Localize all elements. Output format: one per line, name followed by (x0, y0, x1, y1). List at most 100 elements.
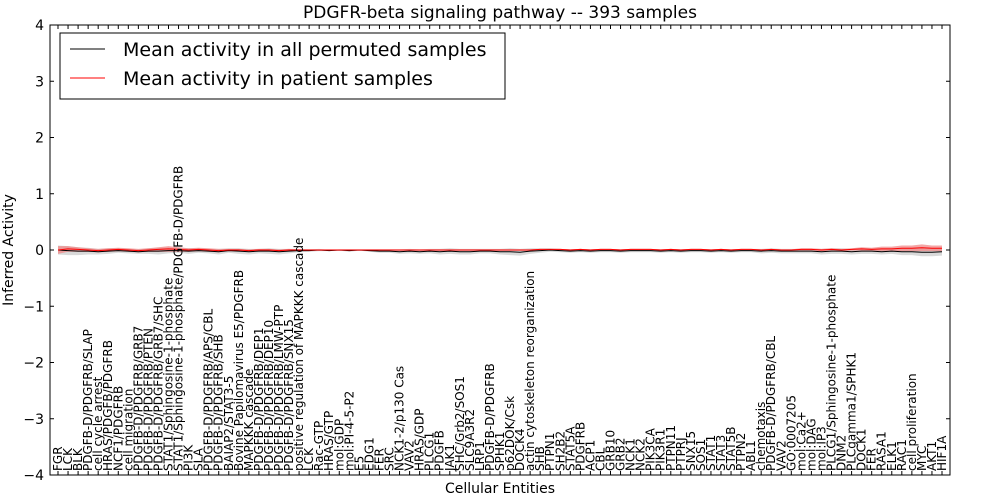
x-category-label: STAT1/Sphingosine-1-phosphate (162, 278, 176, 471)
x-category-label: HRAS/GDP (413, 408, 427, 471)
x-category-label: PDGFB-D/PDGFRB/SNX15 (282, 319, 296, 471)
x-category-label: JAK1 (443, 444, 457, 472)
x-category-label: ELK1 (885, 441, 899, 471)
x-category-label: E5 (352, 456, 366, 471)
x-category-label: PDGFB-D/PDGFRB/SHB (212, 334, 226, 471)
y-tick-label: −4 (23, 468, 44, 484)
x-category-label: LRP1 (473, 441, 487, 471)
y-tick-label: 2 (35, 131, 44, 147)
x-category-label: VAV2 (403, 440, 417, 471)
chart-title: PDGFR-beta signaling pathway -- 393 samp… (303, 3, 697, 23)
x-category-label: AKT1 (925, 441, 939, 471)
x-category-label: DOCK4 (513, 428, 527, 471)
legend-label-patient: Mean activity in patient samples (123, 68, 433, 90)
x-category-label: mol:PI-4-5-P2 (342, 391, 356, 471)
legend: Mean activity in all permuted samples Me… (59, 32, 506, 100)
x-category-label: NCK1-2/p130 Cas (393, 366, 407, 471)
x-category-label: SLA (192, 447, 206, 471)
x-category-label: PI3K (182, 444, 196, 471)
x-category-label: FER (373, 448, 387, 471)
x-category-label: PIK3R1 (654, 429, 668, 471)
x-category-label: Bovine Papilomavirus E5/PDGFRB (232, 270, 246, 471)
x-category-label: BLK (71, 447, 85, 471)
x-category-label: STAT1 (704, 435, 718, 471)
x-category-label: CBL (594, 447, 608, 471)
x-category-label: PIK3CA (644, 427, 658, 471)
permuted-band (58, 245, 942, 257)
y-tick-label: 1 (35, 187, 44, 203)
x-category-label: mol:DAG (804, 418, 818, 471)
x-category-label: SOS1 (694, 439, 708, 471)
x-category-label: PTPN2 (734, 433, 748, 471)
y-tick-label: 4 (35, 18, 44, 34)
x-category-label: PDGFB-D/PDGFRB/GRB7/SHC (152, 297, 166, 471)
x-category-label: PLCG1 (423, 432, 437, 471)
x-category-label: NCK1 (624, 438, 638, 471)
x-category-label: LCK (61, 447, 75, 471)
x-category-label: PDGFB-D/PDGFRB/DEP1 (252, 327, 266, 471)
x-category-label: RAC1 (895, 439, 909, 471)
y-tick-label: 0 (35, 243, 44, 259)
x-category-label: DOCK1 (855, 428, 869, 471)
x-category-label: MAPKKK cascade (242, 369, 256, 471)
x-category-label: SPHK1 (493, 432, 507, 471)
x-category-label: PTPN1 (543, 433, 557, 471)
y-tick-label: 3 (35, 74, 44, 90)
legend-label-permuted: Mean activity in all permuted samples (123, 39, 486, 61)
x-category-label: chemotaxis (754, 402, 768, 471)
x-category-label: actin cytoskeleton reorganization (523, 271, 537, 471)
x-category-label: mol:IP3 (815, 426, 829, 471)
x-category-label: SH2B2 (553, 431, 567, 471)
x-category-label: STAT3 (714, 435, 728, 471)
x-category-label: PLCG1/Sphingosine-1-phosphate (825, 275, 839, 471)
patient-mean-line (57, 247, 942, 252)
x-category-label: SHC/Grb2/SOS1 (453, 376, 467, 471)
x-category-label: positive regulation of MAPKKK cascade (292, 238, 306, 471)
x-category-label: HIF1A (935, 435, 949, 471)
x-category-label: HRAS/PDGFB/PDGFRB (101, 340, 115, 471)
x-category-label: cell cycle arrest (91, 376, 105, 471)
x-category-label: FGR (51, 446, 65, 471)
y-axis-title: Inferred Activity (1, 194, 17, 306)
x-category-label: SNX15 (684, 431, 698, 471)
x-category-label: PDGFB-D/PDGFRB/PTEN (141, 328, 155, 471)
x-category-label: PDGFB-D/PDGFRB (483, 363, 497, 471)
legend-box (59, 32, 506, 100)
x-category-label: cell migration (121, 389, 135, 471)
x-category-label: DNM2 (835, 435, 849, 471)
x-category-label: EDG1 (362, 437, 376, 471)
x-category-label: RASA1 (875, 431, 889, 471)
x-category-label: SRC (383, 447, 397, 471)
x-category-label: PDGFB-D/PDGFRB/LMW-PTP (272, 305, 286, 471)
y-tick-label: −3 (23, 412, 44, 428)
y-axis: 4 3 2 1 0 −1 −2 −3 −4 (23, 18, 950, 484)
x-category-label: FER (865, 448, 879, 471)
x-category-label: p62DOK/Csk (503, 396, 517, 471)
x-category-label: PDGFB-D/PDGFRB/CBL (764, 336, 778, 471)
x-category-label: VAV2 (774, 440, 788, 471)
x-category-label: SLC9A3R2 (463, 409, 477, 471)
x-axis-title: Cellular Entities (445, 481, 555, 497)
x-category-label: mol:Ca2+ (794, 411, 808, 471)
y-tick-label: −1 (23, 299, 44, 315)
x-category-label: MYC (915, 446, 929, 471)
x-category-label: PLCgamma1/SPHK1 (845, 352, 859, 471)
x-category-label: LCK (302, 447, 316, 471)
x-category-label: PDGFB (433, 430, 447, 471)
x-category-label: HRAS/GTP (322, 411, 336, 471)
x-category-label: PDGFB-D/PDGFRB/GRB7 (131, 326, 145, 471)
x-category-label: ABL1 (744, 440, 758, 471)
x-category-label: NCK2 (634, 438, 648, 471)
x-category-label: Rac-GTP (312, 421, 326, 471)
x-category-label: STAT5A (563, 426, 577, 471)
x-category-label: cell proliferation (905, 373, 919, 471)
x-category-label: PDGFB-D/PDGFRB/APS/CBL (202, 308, 216, 471)
x-category-label: PTPRJ (674, 437, 688, 471)
x-category-label: GRB10 (604, 430, 618, 471)
permuted-mean-line (57, 249, 943, 253)
x-category-label: BAIAP2/STAT3-5 (222, 376, 236, 471)
x-category-label: PTPN11 (664, 425, 678, 471)
